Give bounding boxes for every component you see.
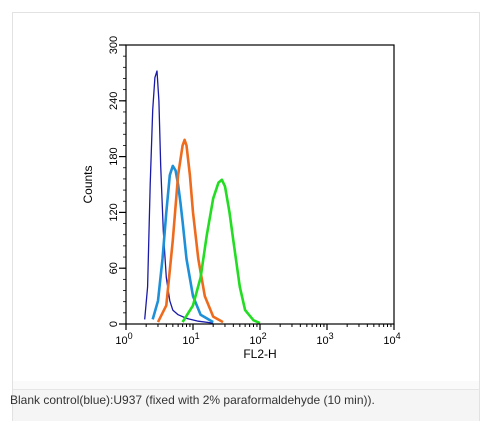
x-tick-label: 104 [383, 331, 400, 347]
x-tick-label: 101 [182, 331, 199, 347]
y-tick-label: 120 [108, 203, 120, 221]
figure-caption: Blank control(blue):U937 (fixed with 2% … [10, 393, 375, 407]
plot-frame [125, 44, 395, 325]
histogram-series-1 [144, 70, 214, 324]
histogram-series-3 [156, 138, 224, 324]
histogram-series-4 [181, 178, 261, 325]
y-tick-label: 240 [108, 92, 120, 110]
y-axis-label: Counts [81, 165, 95, 203]
x-axis-label: FL2-H [243, 347, 276, 361]
y-tick-label: 0 [108, 321, 120, 327]
y-tick-label: 60 [108, 262, 120, 274]
caption-bar [13, 389, 479, 421]
x-tick-label: 102 [249, 331, 266, 347]
figure-area [13, 13, 479, 381]
y-tick-label: 180 [108, 147, 120, 165]
figure-card [12, 12, 480, 421]
y-tick-label: 300 [108, 36, 120, 54]
x-tick-label: 100 [115, 331, 132, 347]
x-tick-label: 103 [316, 331, 333, 347]
